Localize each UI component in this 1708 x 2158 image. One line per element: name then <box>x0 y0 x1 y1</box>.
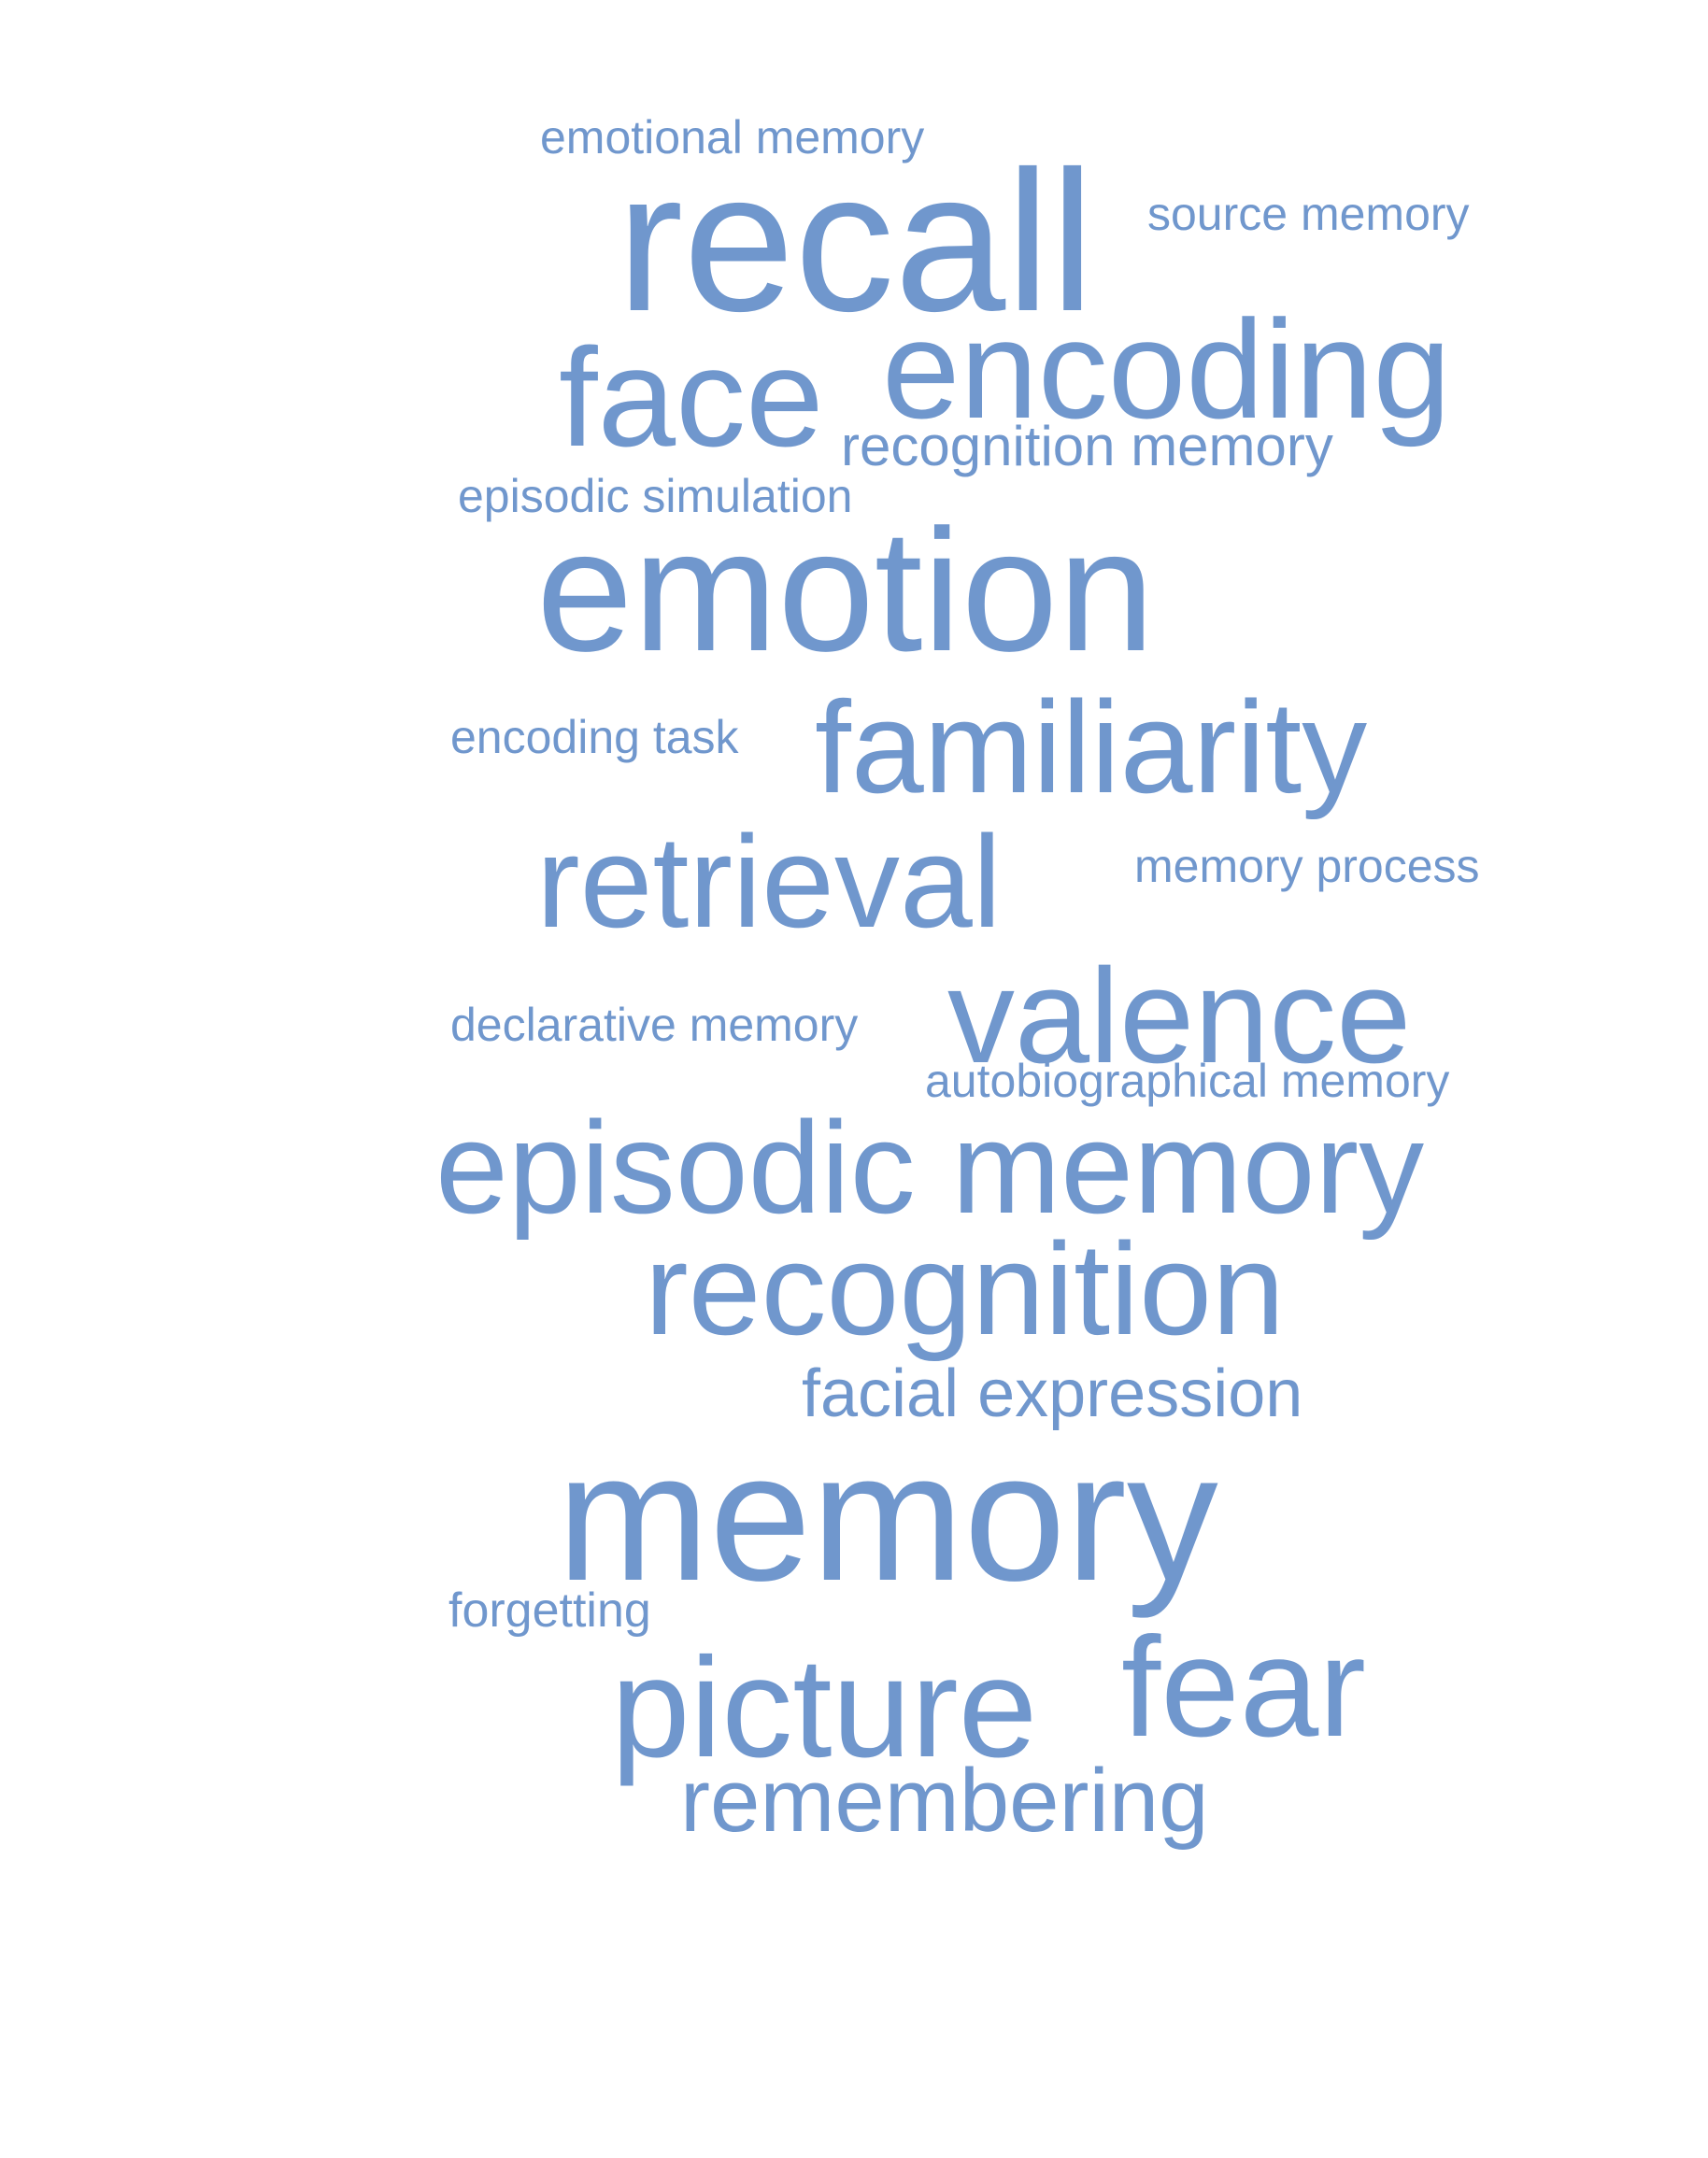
word-encoding-task: encoding task <box>450 711 739 763</box>
word-retrieval: retrieval <box>536 808 1002 955</box>
word-recognition: recognition <box>645 1215 1285 1362</box>
word-valence: valence <box>947 941 1412 1091</box>
word-forgetting: forgetting <box>448 1583 651 1638</box>
word-recall: recall <box>617 130 1095 353</box>
word-remembering: remembering <box>680 1751 1209 1851</box>
word-emotion: emotion <box>536 494 1155 688</box>
word-source-memory: source memory <box>1147 188 1470 240</box>
word-episodic-simulation: episodic simulation <box>458 470 853 522</box>
word-memory-process: memory process <box>1134 840 1480 892</box>
word-fear: fear <box>1121 1608 1366 1767</box>
word-memory: memory <box>557 1414 1218 1619</box>
word-emotional-memory: emotional memory <box>540 111 925 163</box>
word-familiarity: familiarity <box>815 674 1368 820</box>
word-episodic-memory: episodic memory <box>435 1094 1425 1241</box>
word-facial-expression: facial expression <box>802 1356 1303 1431</box>
word-recognition-memory: recognition memory <box>841 415 1333 477</box>
word-face: face <box>559 319 824 476</box>
word-autobiographical-memory: autobiographical memory <box>925 1055 1450 1107</box>
word-picture: picture <box>611 1628 1038 1787</box>
word-declarative-memory: declarative memory <box>450 999 859 1051</box>
word-encoding: encoding <box>882 291 1451 447</box>
